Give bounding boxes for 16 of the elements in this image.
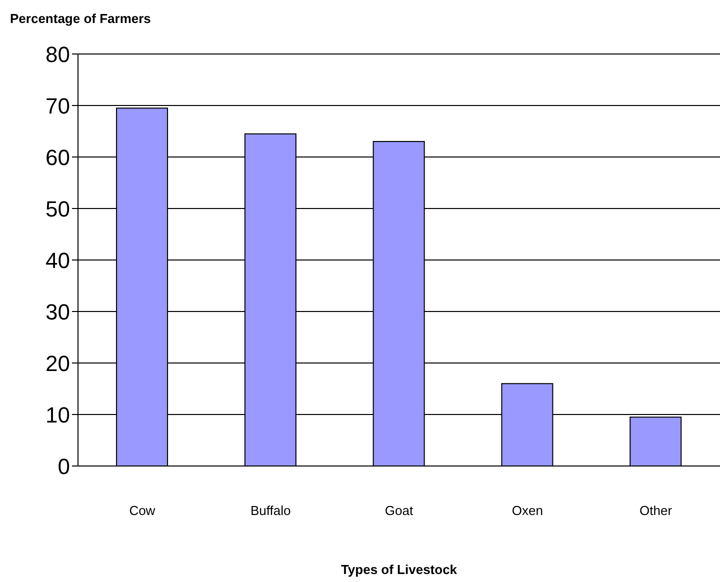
y-tick-label: 50: [46, 196, 70, 222]
x-tick-label: Goat: [384, 503, 414, 518]
x-tick-label: Other: [640, 503, 673, 518]
x-tick-label: Oxen: [512, 503, 543, 518]
x-tick-label: Buffalo: [250, 503, 291, 518]
y-tick-label: 0: [58, 454, 70, 479]
y-tick-label: 40: [46, 248, 70, 273]
y-tick-label: 80: [46, 42, 70, 67]
y-tick-label: 20: [46, 350, 70, 376]
x-tick-label: Cow: [129, 503, 156, 518]
y-tick-label: 10: [46, 402, 70, 428]
y-tick-label: 60: [46, 144, 70, 170]
x-axis-title: Types of Livestock: [340, 562, 458, 577]
y-tick-label: 70: [46, 93, 70, 118]
y-tick-label: 30: [46, 299, 70, 324]
y-axis-title: Percentage of Farmers: [10, 11, 151, 26]
